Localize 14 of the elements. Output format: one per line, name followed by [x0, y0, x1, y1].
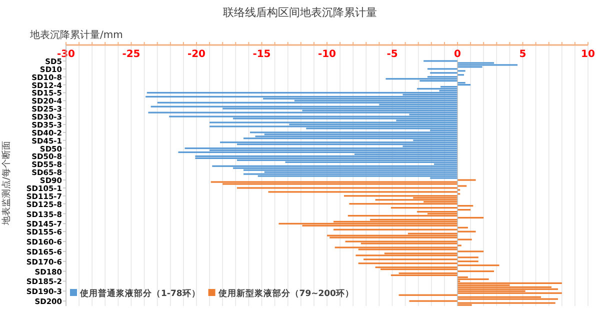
y-axis-title: 地表监测点/每个断面 [1, 140, 12, 226]
x-tick-label: 5 [519, 49, 526, 60]
x-tick-label: -10 [318, 49, 336, 60]
legend-label: 使用新型浆液部分（79~200环） [217, 288, 354, 299]
x-axis-title: 地表沉降累计量/mm [29, 29, 123, 41]
x-tick-label: -20 [187, 49, 206, 60]
x-tick-label: -30 [56, 49, 76, 60]
x-tick-label: 10 [581, 49, 595, 60]
x-tick-label: -5 [386, 49, 398, 60]
x-tick-label: -25 [122, 49, 140, 60]
x-tick-label: 0 [454, 49, 462, 60]
x-tick-label: -15 [252, 49, 271, 60]
legend-label: 使用普通浆液部分（1-78环） [79, 288, 200, 299]
chart-title: 联络线盾构区间地表沉降累计量 [223, 6, 377, 19]
